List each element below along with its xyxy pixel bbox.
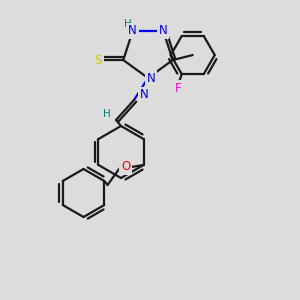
Text: N: N: [128, 25, 137, 38]
Text: S: S: [94, 53, 102, 67]
Text: H: H: [103, 109, 111, 119]
Text: O: O: [121, 160, 130, 173]
Text: N: N: [147, 71, 155, 85]
Text: F: F: [174, 82, 181, 94]
Text: N: N: [140, 88, 148, 101]
Text: N: N: [159, 25, 168, 38]
Text: H: H: [124, 19, 132, 29]
